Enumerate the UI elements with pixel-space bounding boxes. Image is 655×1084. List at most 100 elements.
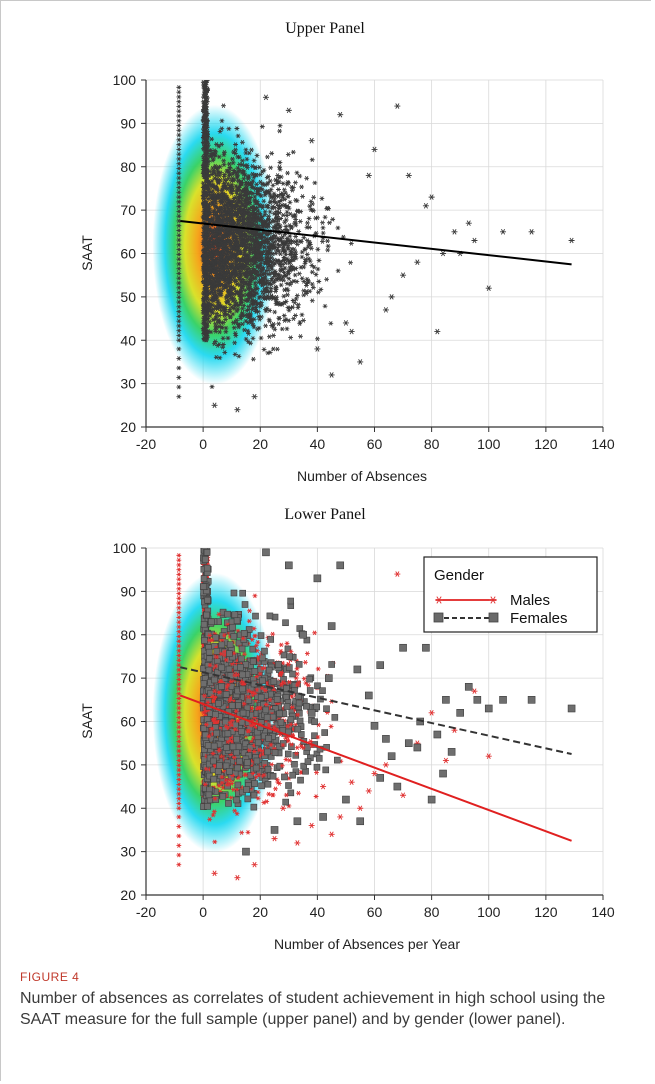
scatter-point (233, 229, 239, 235)
scatter-point (260, 181, 266, 187)
scatter-point (301, 279, 307, 284)
scatter-point (231, 325, 237, 331)
scatter-point (388, 294, 395, 300)
scatter-point (272, 327, 278, 332)
scatter-point (202, 257, 208, 262)
scatter-point (233, 147, 238, 153)
scatter-point (268, 250, 274, 256)
scatter-point (207, 218, 213, 223)
scatter-point (222, 234, 228, 239)
y-tick-label: 50 (120, 289, 136, 305)
scatter-point (227, 265, 232, 271)
fit-line (180, 219, 572, 266)
scatter-point (246, 307, 251, 312)
scatter-point (251, 158, 257, 163)
scatter-point (281, 293, 287, 299)
scatter-point (246, 206, 252, 212)
scatter-point (304, 276, 310, 282)
scatter-point (227, 165, 233, 170)
x-column-point (176, 132, 182, 138)
scatter-point (207, 269, 213, 275)
scatter-point (221, 195, 227, 201)
scatter-point (293, 239, 298, 245)
figure-4-charts: Upper Panel -20 0 20 40 60 80 100 120 1402030405… (79, 20, 615, 952)
female-point (287, 789, 295, 797)
female-point (224, 610, 231, 618)
scatter-point (248, 294, 254, 300)
scatter-point (272, 309, 278, 315)
x-column-point (176, 280, 182, 286)
x-tick-label: 0 (199, 436, 207, 452)
x-column-point (176, 643, 182, 649)
scatter-point (500, 229, 507, 235)
scatter-point (210, 317, 216, 323)
x-column-point (176, 190, 182, 195)
scatter-point (298, 265, 304, 270)
scatter-point (250, 178, 256, 184)
scatter-point (228, 255, 234, 261)
x-tick-label: 140 (591, 436, 615, 452)
y-tick-label: 90 (120, 115, 136, 131)
scatter-point (239, 162, 245, 168)
scatter-point (211, 279, 217, 285)
x-column-point (176, 151, 182, 157)
scatter-point (243, 147, 249, 153)
scatter-point (203, 93, 209, 99)
x-column-point (176, 285, 182, 291)
scatter-point (295, 305, 301, 310)
scatter-point (245, 282, 250, 287)
scatter-point (204, 269, 209, 274)
scatter-point (318, 287, 324, 292)
scatter-point (305, 220, 310, 226)
x-column-point (176, 323, 182, 329)
scatter-point (288, 249, 294, 254)
x-column-point (176, 796, 182, 801)
scatter-point (264, 306, 270, 311)
scatter-point (215, 265, 221, 270)
scatter-point (242, 252, 248, 257)
scatter-point (225, 176, 231, 181)
scatter-point (309, 269, 315, 275)
scatter-point (228, 273, 234, 279)
scatter-point (252, 280, 258, 286)
female-point (331, 714, 339, 721)
scatter-point (297, 321, 303, 327)
scatter-point (207, 148, 213, 153)
scatter-point (239, 209, 245, 215)
female-point (205, 791, 213, 799)
scatter-point (243, 191, 249, 197)
scatter-point (257, 203, 263, 209)
scatter-point (365, 172, 372, 179)
scatter-point (212, 321, 218, 327)
scatter-point (203, 149, 209, 155)
scatter-point (224, 294, 230, 299)
scatter-point (308, 137, 315, 144)
x-column-point (176, 256, 182, 262)
scatter-point (290, 149, 296, 155)
scatter-point (276, 206, 282, 211)
x-column-point (176, 748, 182, 754)
x-column-point (176, 758, 182, 763)
scatter-point (224, 168, 230, 174)
scatter-point (325, 247, 331, 253)
scatter-point (234, 246, 240, 251)
female-point (257, 632, 265, 639)
scatter-point (201, 108, 206, 114)
female-point (205, 648, 213, 656)
scatter-point (342, 320, 349, 326)
female-point (334, 756, 341, 764)
x-column-point (176, 104, 182, 109)
x-column-point (176, 720, 182, 725)
male-point (270, 631, 276, 637)
scatter-point (271, 321, 276, 327)
scatter-point (227, 283, 233, 289)
upper-panel-ylabel: SAAT (79, 235, 95, 271)
scatter-point (325, 243, 331, 249)
scatter-point (451, 229, 458, 235)
scatter-point (238, 242, 244, 247)
scatter-point (232, 352, 238, 357)
scatter-point (272, 236, 277, 241)
scatter-point (203, 337, 209, 343)
scatter-point (286, 238, 292, 243)
